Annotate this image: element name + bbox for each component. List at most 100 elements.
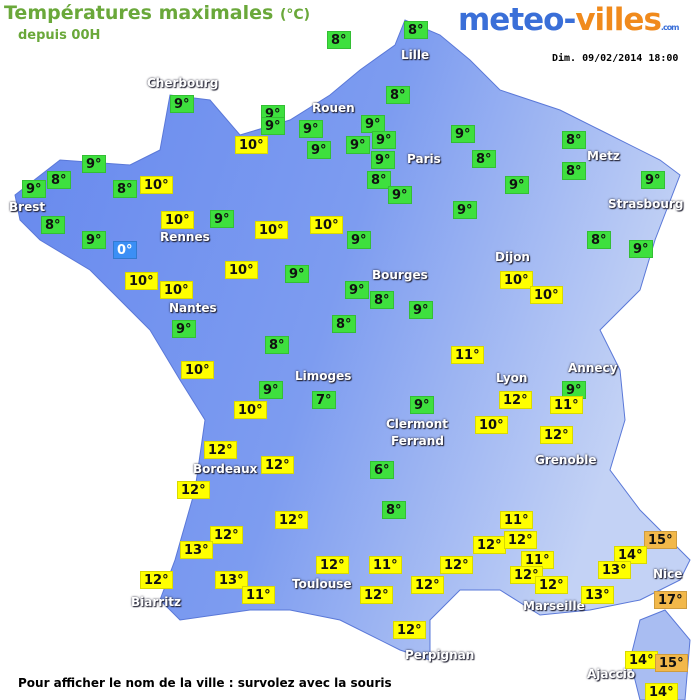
city-name: Strasbourg [608,197,684,211]
temperature-marker: 8° [327,31,351,49]
temperature-marker: 10° [160,281,193,299]
temperature-marker: 9° [372,131,396,149]
city-name: Marseille [523,599,585,613]
city-name: Ajaccio [587,667,636,681]
city-name: Lille [401,48,430,62]
temperature-marker: 12° [204,441,237,459]
city-name: Bourges [372,268,428,282]
temperature-marker: 8° [562,131,586,149]
temperature-marker: 9° [307,141,331,159]
city-name: Dijon [495,250,530,264]
temperature-marker: 10° [161,211,194,229]
date: Dim. 09/02/2014 18:00 [552,53,679,64]
temperature-marker: 8° [472,150,496,168]
temperature-marker: 8° [367,171,391,189]
temperature-marker: 9° [170,95,194,113]
temperature-marker: 9° [299,120,323,138]
temperature-marker: 11° [521,551,554,569]
temperature-marker: 8° [404,21,428,39]
temperature-marker: 9° [409,301,433,319]
temperature-marker: 9° [82,155,106,173]
logo-right: villes [575,2,662,38]
temperature-marker: 9° [259,381,283,399]
temperature-marker: 10° [234,401,267,419]
temperature-marker: 9° [641,171,665,189]
temperature-marker: 13° [180,541,213,559]
city-name: Paris [407,152,441,166]
logo-small: .com [660,23,680,32]
temperature-marker: 13° [581,586,614,604]
temperature-marker: 10° [255,221,288,239]
city-name: Clermont [386,417,449,431]
city-name: Metz [587,149,620,163]
temperature-marker: 14° [645,683,678,700]
city-name: Ferrand [391,434,444,448]
temperature-marker: 9° [285,265,309,283]
temperature-marker: 9° [361,115,385,133]
temperature-marker: 17° [654,591,687,609]
city-name: Bordeaux [193,462,258,476]
temperature-marker: 11° [500,511,533,529]
temperature-marker: 9° [505,176,529,194]
temperature-marker: 8° [587,231,611,249]
temperature-marker: 10° [225,261,258,279]
temperature-marker: 11° [242,586,275,604]
temperature-marker: 8° [41,216,65,234]
temperature-marker: 9° [210,210,234,228]
temperature-marker: 8° [47,171,71,189]
title: Températures maximales (°C) [4,2,310,24]
temperature-marker: 12° [499,391,532,409]
temperature-marker: 10° [181,361,214,379]
city-name: Perpignan [405,648,475,662]
temperature-marker: 12° [510,566,543,584]
temperature-marker: 9° [453,201,477,219]
temperature-marker: 12° [360,586,393,604]
temperature-marker: 11° [451,346,484,364]
temperature-marker: 9° [371,151,395,169]
temperature-marker: 12° [210,526,243,544]
temperature-marker: 10° [530,286,563,304]
temperature-marker: 12° [473,536,506,554]
temperature-marker: 0° [113,241,137,259]
temperature-marker: 8° [386,86,410,104]
temperature-marker: 12° [540,426,573,444]
temperature-marker: 12° [504,531,537,549]
temperature-marker: 10° [310,216,343,234]
footer: Pour afficher le nom de la ville : survo… [18,676,392,690]
temperature-marker: 9° [629,240,653,258]
temperature-marker: 10° [125,272,158,290]
temperature-marker: 12° [261,456,294,474]
city-name: Annecy [568,361,618,375]
temperature-marker: 8° [332,315,356,333]
temperature-marker: 9° [451,125,475,143]
temperature-marker: 8° [370,291,394,309]
temperature-marker: 13° [215,571,248,589]
temperature-marker: 12° [393,621,426,639]
temperature-marker: 9° [388,186,412,204]
temperature-marker: 9° [22,180,46,198]
temperature-marker: 13° [598,561,631,579]
city-name: Limoges [295,369,352,383]
logo: meteo-villes.com [458,2,680,38]
temperature-marker: 9° [347,231,371,249]
city-name: Brest [9,200,46,214]
temperature-marker: 12° [275,511,308,529]
temperature-marker: 15° [655,654,688,672]
title-unit: (°C) [279,7,311,23]
temperature-marker: 9° [346,136,370,154]
temperature-marker: 12° [535,576,568,594]
temperature-marker: 15° [644,531,677,549]
temperature-marker: 11° [369,556,402,574]
temperature-marker: 12° [440,556,473,574]
temperature-marker: 6° [370,461,394,479]
temperature-marker: 11° [550,396,583,414]
temperature-marker: 9° [261,117,285,135]
temperature-marker: 8° [113,180,137,198]
city-name: Toulouse [292,577,352,591]
temperature-marker: 10° [140,176,173,194]
title-text: Températures maximales [4,2,274,24]
temperature-marker: 12° [316,556,349,574]
temperature-marker: 8° [265,336,289,354]
temperature-marker: 9° [410,396,434,414]
